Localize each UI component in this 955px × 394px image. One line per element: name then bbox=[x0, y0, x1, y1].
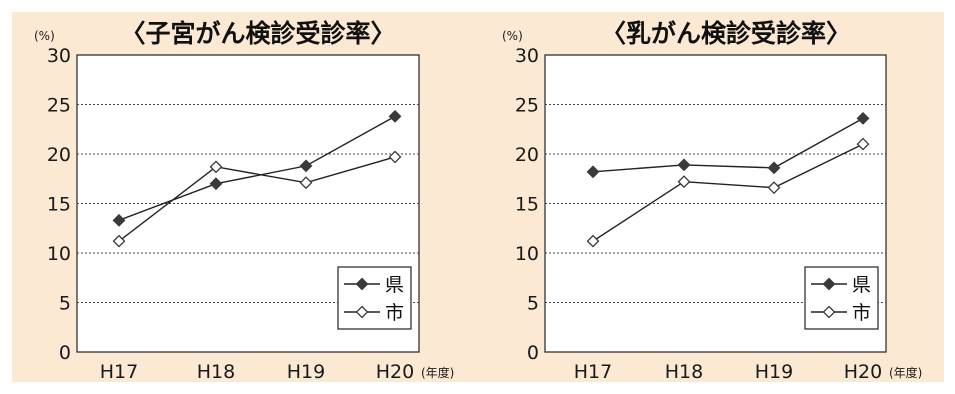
x-tick-label: H18 bbox=[197, 361, 235, 383]
data-point bbox=[856, 111, 870, 125]
x-tick-label: H19 bbox=[755, 361, 793, 383]
series-line-2 bbox=[592, 143, 864, 242]
data-point bbox=[299, 159, 313, 173]
legend-marker bbox=[355, 277, 369, 291]
y-tick-label: 15 bbox=[515, 194, 539, 216]
chart-1: 0 5 10 15 20 25 30 (%) 〈子宮がん検診受診率〉 H17 H18 H19 H20 (年… bbox=[34, 19, 454, 383]
data-point bbox=[209, 160, 223, 174]
y-tick-label: 25 bbox=[515, 95, 539, 117]
data-point bbox=[586, 234, 600, 248]
chart-title: 〈乳がん検診受診率〉 bbox=[601, 19, 851, 48]
chart-2: 0 5 10 15 20 25 30 (%) 〈乳がん検診受診率〉 H17 H18 H19 H20 (年度… bbox=[502, 19, 922, 383]
y-tick-label: 0 bbox=[59, 342, 71, 364]
legend-marker bbox=[822, 277, 836, 291]
data-point bbox=[677, 175, 691, 189]
legend: 県市 bbox=[804, 266, 879, 330]
legend-label: 県 bbox=[385, 274, 404, 296]
legend-box bbox=[337, 266, 412, 330]
series-line-2 bbox=[118, 156, 396, 242]
data-point bbox=[677, 158, 691, 172]
data-point bbox=[112, 234, 126, 248]
y-tick-label: 25 bbox=[47, 95, 71, 117]
y-tick-label: 30 bbox=[515, 45, 539, 67]
y-tick-label: 15 bbox=[47, 194, 71, 216]
data-point bbox=[388, 150, 402, 164]
x-tick-label: H20 bbox=[844, 361, 882, 383]
y-tick-label: 10 bbox=[47, 243, 71, 265]
legend-box bbox=[804, 266, 879, 330]
y-tick-label: 30 bbox=[47, 45, 71, 67]
legend: 県市 bbox=[337, 266, 412, 330]
legend-label: 市 bbox=[852, 302, 871, 324]
x-tick-label: H17 bbox=[100, 361, 138, 383]
x-tick-label: H19 bbox=[287, 361, 325, 383]
x-axis-unit: (年度) bbox=[421, 365, 454, 380]
data-point bbox=[767, 161, 781, 175]
data-point bbox=[112, 213, 126, 227]
data-point bbox=[856, 137, 870, 151]
x-tick-label: H20 bbox=[376, 361, 414, 383]
y-tick-label: 0 bbox=[527, 342, 539, 364]
data-point bbox=[388, 109, 402, 123]
legend-label: 市 bbox=[385, 302, 404, 324]
series-line-1 bbox=[592, 117, 864, 173]
chart-title: 〈子宮がん検診受診率〉 bbox=[120, 19, 395, 48]
y-tick-label: 20 bbox=[515, 144, 539, 166]
y-tick-label: 10 bbox=[515, 243, 539, 265]
data-point bbox=[767, 181, 781, 195]
x-tick-label: H18 bbox=[665, 361, 703, 383]
y-tick-label: 20 bbox=[47, 144, 71, 166]
data-point bbox=[586, 165, 600, 179]
legend-marker bbox=[822, 305, 836, 319]
y-tick-label: 5 bbox=[527, 293, 539, 315]
data-point bbox=[299, 176, 313, 190]
y-tick-label: 5 bbox=[59, 293, 71, 315]
y-axis-unit: (%) bbox=[502, 29, 523, 43]
x-axis-unit: (年度) bbox=[889, 365, 922, 380]
data-point bbox=[209, 177, 223, 191]
y-axis-unit: (%) bbox=[34, 29, 55, 43]
legend-marker bbox=[355, 305, 369, 319]
x-tick-label: H17 bbox=[574, 361, 612, 383]
legend-label: 県 bbox=[852, 274, 871, 296]
